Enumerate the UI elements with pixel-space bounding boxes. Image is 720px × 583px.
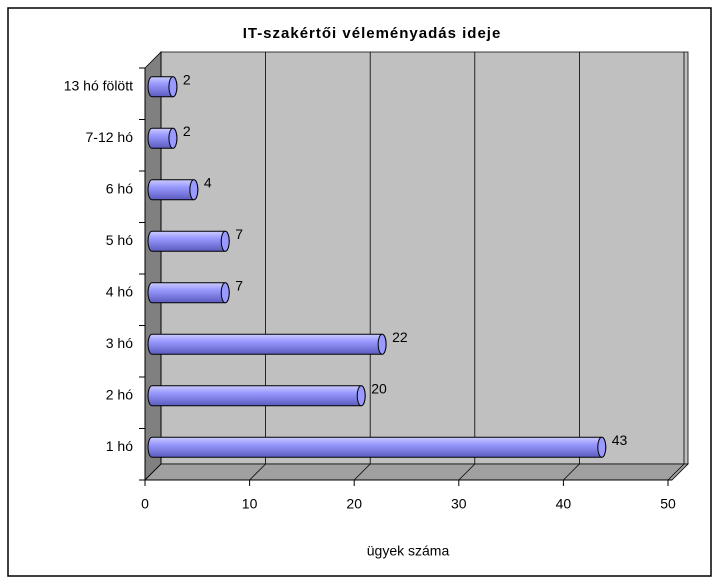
value-label: 43 — [612, 432, 628, 448]
y-tick-label: 6 hó — [106, 180, 133, 196]
bar — [147, 127, 178, 149]
bar — [147, 333, 387, 355]
floor-grid-line — [353, 463, 371, 481]
x-tick-label: 40 — [556, 496, 572, 512]
floor-grid-line — [249, 463, 266, 481]
x-tick-label: 30 — [451, 496, 467, 512]
bar-body — [147, 436, 607, 458]
y-tick-label: 13 hó fölött — [64, 77, 133, 93]
y-tick-label: 7-12 hó — [86, 129, 134, 145]
bar — [147, 179, 199, 201]
chart-title: IT-szakértői véleményadás ideje — [243, 25, 502, 42]
bar-cap — [220, 282, 230, 304]
bar-body — [147, 230, 230, 252]
value-label: 4 — [204, 174, 212, 190]
y-tick-label: 2 hó — [106, 386, 133, 402]
y-tick-label: 1 hó — [106, 438, 133, 454]
y-tick-label: 4 hó — [106, 283, 133, 299]
bar — [147, 282, 230, 304]
value-label: 20 — [371, 380, 387, 396]
bar-body — [147, 282, 230, 304]
floor-grid-line — [458, 463, 476, 481]
bar — [147, 230, 230, 252]
x-tick-label: 20 — [346, 496, 362, 512]
side-wall — [144, 51, 162, 481]
y-tick-label: 3 hó — [106, 335, 133, 351]
x-tick-label: 0 — [141, 496, 149, 512]
bar-cap — [220, 230, 230, 252]
bar — [147, 76, 178, 98]
bar-cap — [189, 179, 199, 201]
bar-cap — [168, 127, 178, 149]
floor-grid-line — [563, 463, 580, 481]
bar-body — [147, 385, 366, 407]
floor — [144, 463, 689, 481]
bar-body — [147, 333, 387, 355]
x-tick-label: 50 — [660, 496, 676, 512]
value-label: 22 — [392, 329, 408, 345]
bar-cap — [168, 76, 178, 98]
x-tick-label: 10 — [242, 496, 258, 512]
bar-cap — [356, 385, 366, 407]
bar-cap — [597, 436, 607, 458]
bar-cap — [377, 333, 387, 355]
bar — [147, 385, 366, 407]
value-label: 2 — [183, 71, 191, 87]
value-label: 2 — [183, 123, 191, 139]
x-axis-label: ügyek száma — [367, 543, 450, 559]
floor-grid-line — [144, 463, 162, 481]
value-label: 7 — [235, 226, 243, 242]
bar — [147, 436, 607, 458]
floor-grid-line — [667, 463, 685, 481]
y-tick-label: 5 hó — [106, 232, 133, 248]
value-label: 7 — [235, 277, 243, 293]
